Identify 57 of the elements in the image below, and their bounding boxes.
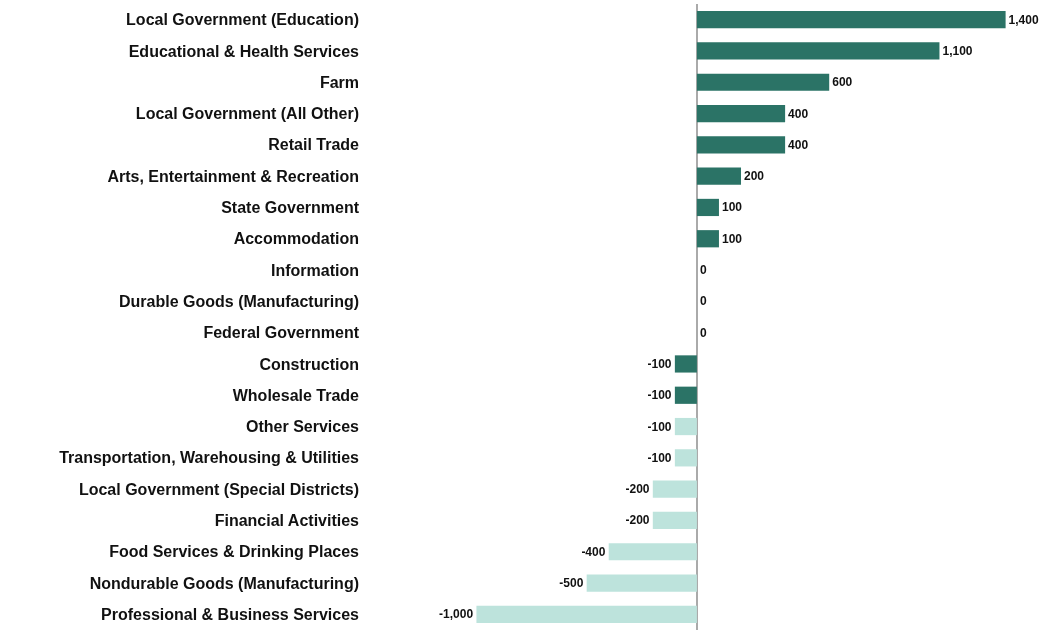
y-tick-label: Wholesale Trade (232, 386, 360, 404)
data-label: -200 (625, 513, 650, 528)
y-tick-label: Educational & Health Services (128, 42, 360, 60)
data-label: -1,000 (439, 607, 474, 622)
y-tick-label: Other Services (246, 418, 360, 436)
bar (652, 480, 697, 498)
bar (674, 449, 697, 467)
bar (696, 104, 786, 123)
data-label: 1,400 (1008, 12, 1039, 27)
bar (696, 11, 1006, 29)
bar (696, 167, 742, 185)
data-label: 600 (832, 75, 853, 90)
data-label: 400 (788, 106, 809, 121)
y-tick-label: State Government (221, 199, 360, 217)
bar (696, 230, 719, 248)
y-tick-label: Information (271, 261, 359, 279)
data-label: -400 (581, 544, 606, 559)
data-label: -200 (625, 482, 650, 497)
data-label: -100 (647, 450, 672, 465)
y-tick-label: Financial Activities (214, 512, 360, 530)
bar (696, 42, 940, 60)
bar (696, 73, 830, 91)
data-label: 100 (721, 200, 743, 215)
y-tick-label: Professional & Business Services (101, 605, 360, 623)
bar (586, 574, 697, 592)
data-label: -100 (647, 419, 672, 434)
y-tick-label: Federal Government (203, 324, 360, 342)
y-tick-label: Accommodation (233, 230, 359, 248)
y-tick-label: Retail Trade (268, 136, 360, 154)
data-label: 200 (744, 169, 765, 184)
data-label: 0 (699, 263, 707, 278)
data-label: 1,100 (942, 43, 973, 58)
data-label: 100 (721, 231, 743, 246)
data-label: 0 (699, 325, 707, 340)
bar (696, 198, 719, 217)
data-label: -100 (647, 356, 672, 371)
y-tick-label: Durable Goods (Manufacturing) (119, 292, 359, 310)
y-tick-label: Construction (259, 355, 359, 373)
y-tick-label: Local Government (Special Districts) (78, 480, 359, 498)
bar (674, 386, 697, 404)
y-tick-label: Food Services & Drinking Places (109, 543, 360, 561)
bar (674, 417, 697, 436)
y-tick-label: Local Government (Education) (126, 11, 359, 29)
bar (696, 136, 786, 154)
data-label: 400 (788, 137, 809, 152)
y-tick-label: Transportation, Warehousing & Utilities (59, 449, 360, 467)
y-tick-label: Farm (319, 73, 359, 91)
data-label: -100 (647, 388, 672, 403)
bar (674, 355, 697, 373)
y-tick-label: Nondurable Goods (Manufacturing) (89, 574, 359, 592)
y-tick-label: Arts, Entertainment & Recreation (107, 167, 359, 185)
data-label: 0 (699, 294, 707, 309)
bar (476, 605, 697, 623)
y-tick-label: Local Government (All Other) (135, 105, 359, 123)
data-label: -500 (559, 576, 584, 591)
bar (608, 543, 697, 561)
bar (652, 511, 697, 530)
